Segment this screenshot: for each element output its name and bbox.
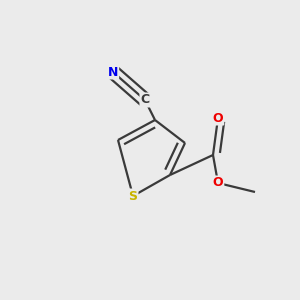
Text: S: S bbox=[128, 190, 137, 202]
Text: O: O bbox=[213, 176, 223, 190]
Text: N: N bbox=[108, 65, 118, 79]
Text: O: O bbox=[213, 112, 223, 124]
Text: C: C bbox=[140, 94, 150, 106]
